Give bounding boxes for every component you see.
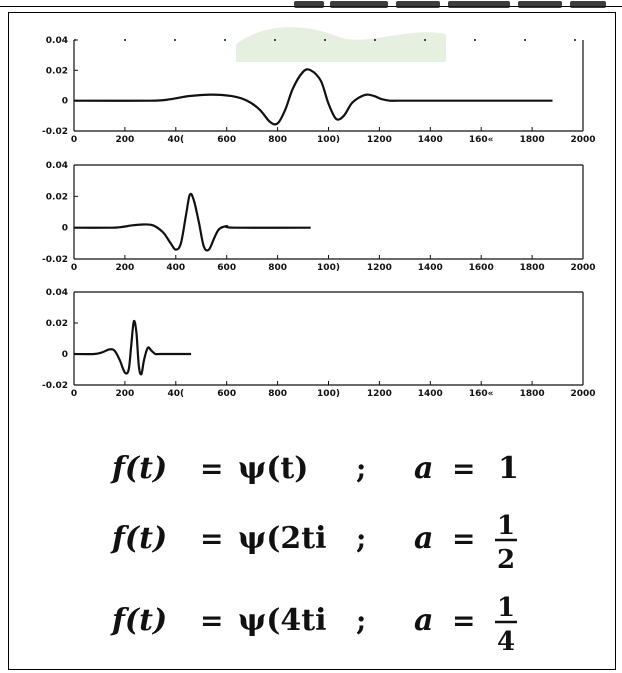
x-tick-label: 0 [71, 135, 77, 145]
series-line-1 [73, 68, 553, 126]
x-tick-label: 40( [167, 135, 184, 145]
series-line-1 [73, 192, 311, 252]
y-tick-label: -0.02 [42, 127, 68, 137]
x-tick-label: 2000 [570, 263, 595, 273]
chart-panel-3: 0 200 40( 600 800 100) 1200 1400 160« 1800 2000 0.0… [42, 288, 595, 399]
equals-sign-2: = [452, 452, 475, 485]
y-tick-label: 0.04 [46, 288, 68, 298]
x-tick-label: 600 [217, 135, 236, 145]
x-tick-label: 160« [469, 135, 494, 145]
y-tick-label: 0.02 [46, 192, 68, 202]
x-tick-label: 40( [167, 389, 184, 399]
background-watermark-logo [236, 27, 446, 62]
variable-a: a [414, 451, 433, 486]
x-tick-label: 800 [268, 389, 287, 399]
x-tick-label: 800 [268, 263, 287, 273]
y-tick-label: 0 [62, 224, 68, 234]
semicolon: ; [356, 452, 366, 485]
equals-sign: = [200, 452, 223, 485]
y-tick-label: -0.02 [42, 255, 68, 265]
y-tick-label: 0.04 [46, 161, 68, 171]
equation-lhs: f(t) [110, 603, 167, 638]
scale-value: 1 [498, 451, 519, 486]
x-tick-label: 0 [71, 263, 77, 273]
x-tick-label: 1400 [418, 389, 443, 399]
equation-row-2: f(t) = ψ(2ti; a = 1 2 [110, 511, 517, 575]
y-tick-label: 0 [62, 97, 68, 107]
semicolon: ; [356, 522, 366, 555]
x-tick-label: 800 [268, 135, 287, 145]
y-tick-label: 0.04 [46, 36, 68, 46]
fraction-denominator: 4 [497, 627, 515, 657]
fraction-numerator: 1 [497, 511, 515, 541]
x-tick-label: 1200 [367, 263, 392, 273]
variable-a: a [414, 521, 433, 556]
equation-lhs: f(t) [110, 451, 167, 486]
x-tick-label: 1200 [367, 135, 392, 145]
x-tick-label: 100) [317, 263, 340, 273]
x-tick-label: 0 [71, 389, 77, 399]
x-tick-label: 1800 [520, 389, 545, 399]
y-tick-label: 0 [62, 350, 68, 360]
x-tick-label: 200 [116, 263, 135, 273]
x-tick-label: 1800 [520, 135, 545, 145]
chart-panel-2: 0 200 400 600 800 100) 1200 1400 1600 1800 2000 0.0… [42, 161, 595, 273]
equation-row-1: f(t) = ψ(t); a = 1 [110, 451, 519, 486]
chart-panel-1: 0 200 40( 600 800 100) 1200 1400 160« 1800 2000 0.0… [42, 36, 595, 145]
y-tick-label: 0.02 [46, 319, 68, 329]
x-tick-label: 600 [217, 389, 236, 399]
equals-sign: = [200, 604, 223, 637]
x-tick-label: 2000 [570, 135, 595, 145]
equation-row-3: f(t) = ψ(4ti; a = 1 4 [110, 593, 517, 657]
x-tick-label: 200 [116, 135, 135, 145]
x-tick-label: 2000 [570, 389, 595, 399]
equation-rhs: ψ(2ti [238, 521, 327, 556]
equals-sign: = [200, 522, 223, 555]
x-tick-label: 100) [317, 389, 340, 399]
variable-a: a [414, 603, 433, 638]
semicolon: ; [356, 604, 366, 637]
equation-lhs: f(t) [110, 521, 167, 556]
x-tick-label: 100) [317, 135, 340, 145]
x-tick-label: 400 [166, 263, 185, 273]
y-tick-label: -0.02 [42, 381, 68, 391]
figure-frame [8, 12, 616, 670]
x-tick-label: 1400 [418, 263, 443, 273]
x-tick-label: 1600 [469, 263, 494, 273]
equation-rhs: ψ(4ti [238, 603, 327, 638]
x-tick-label: 1200 [367, 389, 392, 399]
x-tick-label: 1800 [520, 263, 545, 273]
series-line-1 [73, 319, 192, 376]
equation-rhs: ψ(t) [238, 451, 309, 486]
equals-sign-2: = [452, 522, 475, 555]
x-tick-label: 600 [217, 263, 236, 273]
fraction-denominator: 2 [497, 545, 515, 575]
x-tick-label: 200 [116, 389, 135, 399]
y-tick-label: 0.02 [46, 66, 68, 76]
x-tick-label: 160« [469, 389, 494, 399]
equals-sign-2: = [452, 604, 475, 637]
fraction-numerator: 1 [497, 593, 515, 623]
header-watermark [292, 0, 610, 12]
x-tick-label: 1400 [418, 135, 443, 145]
